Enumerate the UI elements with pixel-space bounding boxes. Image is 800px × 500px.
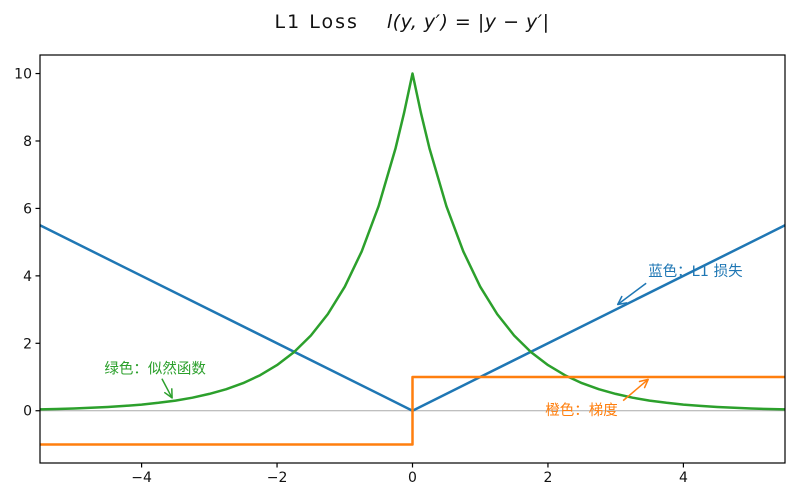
annotation-arrow-likelihood-label [161,378,173,399]
annotation-text-likelihood-label: 绿色：似然函数 [104,361,206,378]
title-formula: l(y, y′) = |y − y′| [386,11,550,33]
series-line-gradient [40,375,785,446]
annotation-arrowhead-l1-loss-label [616,295,628,306]
annotation-text-gradient-label: 橙色：梯度 [545,402,618,419]
x-tick-label: 2 [543,470,552,486]
y-tick-label: 4 [23,269,32,285]
annotation-text-l1-loss-label: 蓝色：L1 损失 [648,263,743,280]
series-line-likelihood [39,72,786,411]
annotation-arrow-l1-loss-label [617,282,647,306]
x-tick-label: 4 [679,470,688,486]
y-tick-label: 0 [23,404,32,420]
annotation-arrowhead-likelihood-label [164,388,173,399]
x-tick-label: −4 [131,470,152,486]
y-tick-label: 6 [23,201,32,217]
x-tick-label: −2 [267,470,288,486]
x-tick-label: 0 [408,470,417,486]
y-tick-label: 2 [23,336,32,352]
chart-title: L1 Loss l(y, y′) = |y − y′| [274,11,549,33]
title-text: L1 Loss [274,11,359,33]
y-tick-label: 10 [14,67,32,83]
y-tick-label: 8 [23,134,32,150]
annotation-arrowhead-gradient-label [638,378,649,389]
annotation-arrow-gradient-label [622,378,649,402]
